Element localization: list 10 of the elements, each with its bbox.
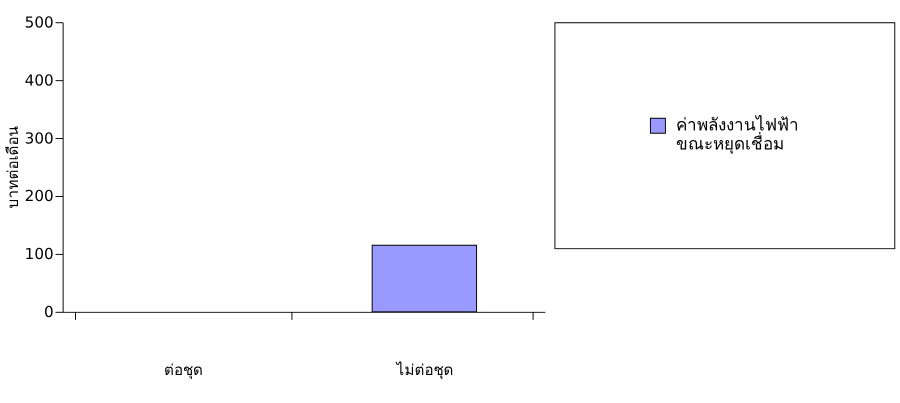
legend-label: ค่าพลังงานไฟฟ้า ขณะหยุดเชื่อม: [676, 114, 799, 154]
y-axis-title: บาทต่อเดือน: [4, 126, 22, 209]
y-tick-label: 0: [44, 303, 54, 322]
y-tick-label: 500: [24, 13, 54, 32]
x-tick-label: ต่อชุด: [164, 360, 204, 380]
y-tick-label: 300: [24, 129, 54, 148]
y-tick-label: 100: [24, 245, 54, 264]
x-tick-label: ไม่ต่อชุด: [394, 360, 454, 380]
y-tick-label: 200: [24, 187, 54, 206]
y-tick-label: 400: [24, 71, 54, 90]
